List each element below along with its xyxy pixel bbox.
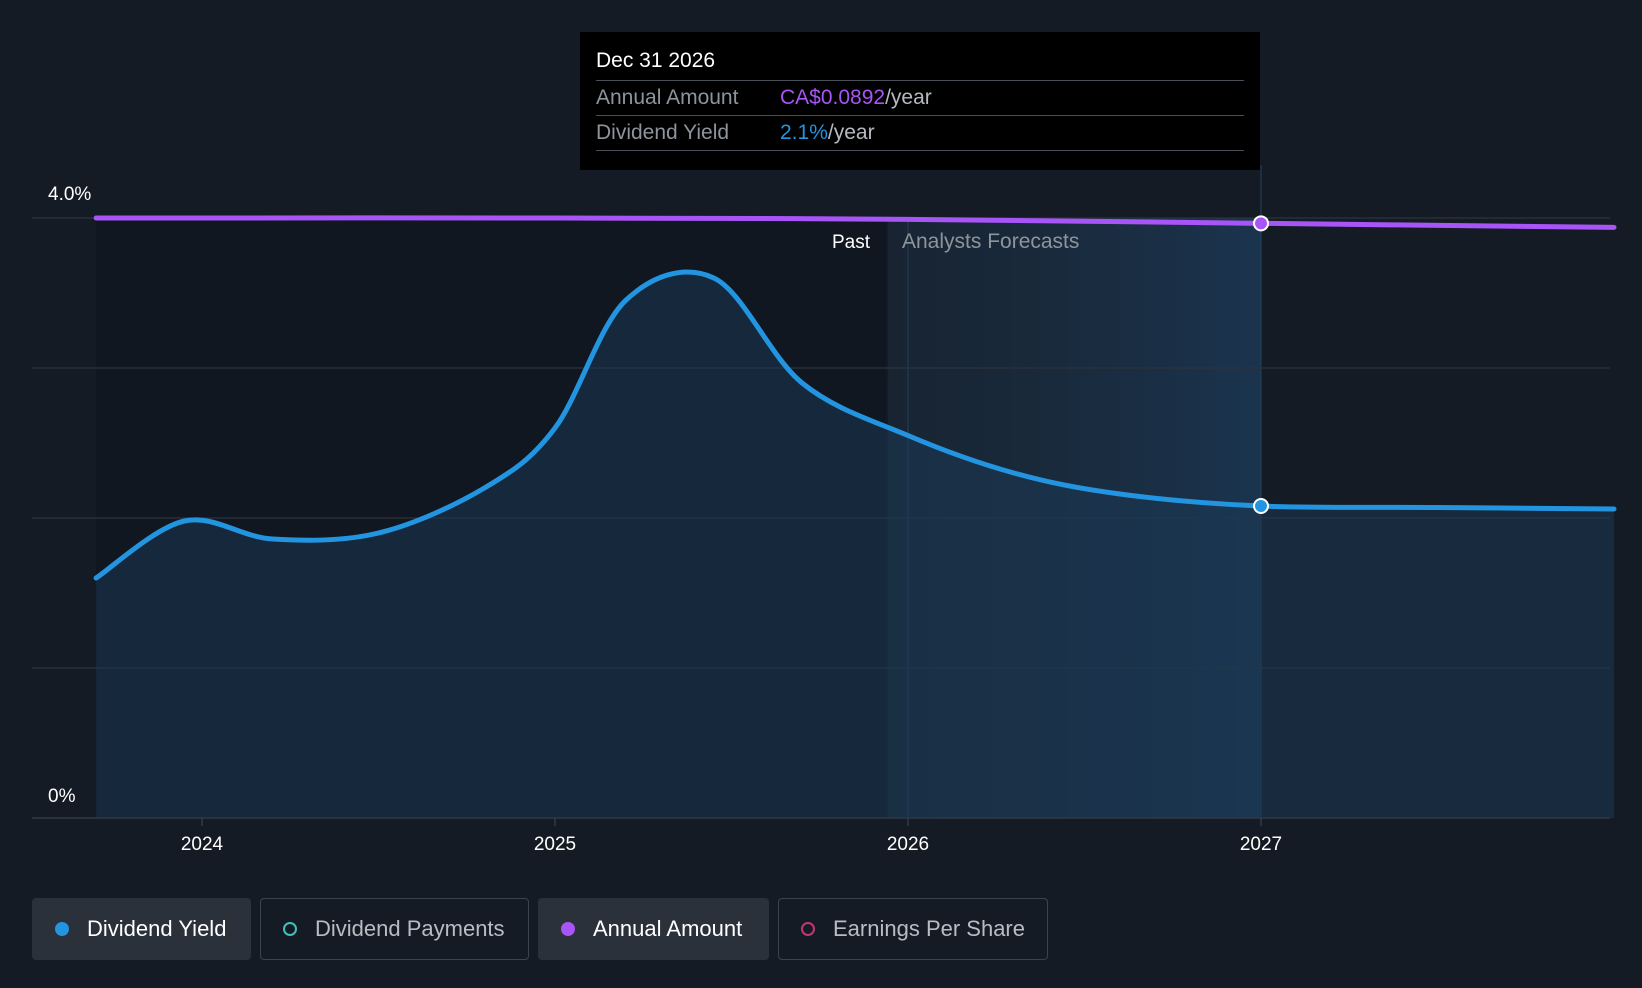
tooltip-date: Dec 31 2026	[596, 49, 716, 72]
legend-dot-icon	[561, 922, 575, 936]
legend-dividend-yield[interactable]: Dividend Yield	[32, 898, 251, 960]
tooltip-amount-value: CA$0.0892	[780, 86, 886, 109]
legend-label: Annual Amount	[593, 916, 743, 941]
dividend-yield-marker	[1253, 498, 1269, 514]
forecast-label: Analysts Forecasts	[902, 230, 1079, 253]
annual-amount-marker	[1253, 215, 1269, 232]
dividend-yield-area	[96, 272, 1615, 818]
legend-label: Dividend Yield	[87, 916, 227, 941]
tooltip-unit: /year	[885, 86, 932, 109]
annual-amount-line	[93, 215, 1617, 230]
chart-tooltip: Dec 31 2026 Annual Amount CA$0.0892 /yea…	[580, 32, 1260, 170]
x-tick-label: 2025	[534, 834, 576, 855]
y-tick-label: 0%	[48, 786, 76, 807]
tooltip-label: Dividend Yield	[596, 121, 730, 144]
tooltip-yield-value: 2.1%	[780, 121, 828, 144]
x-tick-label: 2027	[1240, 834, 1282, 855]
legend-annual-amount[interactable]: Annual Amount	[538, 898, 769, 960]
legend-label: Dividend Payments	[315, 916, 505, 941]
legend-earnings-per-share[interactable]: Earnings Per Share	[778, 898, 1048, 960]
legend-ring-icon	[801, 922, 815, 936]
legend-dot-icon	[55, 922, 69, 936]
legend-label: Earnings Per Share	[833, 916, 1025, 941]
legend-dividend-payments[interactable]: Dividend Payments	[260, 898, 529, 960]
tooltip-row-annual-amount: Annual Amount CA$0.0892 /year	[596, 80, 1244, 115]
chart-legend: Dividend Yield Dividend Payments Annual …	[32, 898, 1048, 960]
tooltip-label: Annual Amount	[596, 86, 739, 109]
tooltip-row-dividend-yield: Dividend Yield 2.1% /year	[596, 115, 1244, 151]
tooltip-unit: /year	[827, 121, 875, 144]
x-tick-label: 2024	[181, 834, 224, 855]
past-label: Past	[832, 232, 871, 253]
y-tick-label: 4.0%	[48, 184, 91, 205]
legend-ring-icon	[283, 922, 297, 936]
x-tick-label: 2026	[887, 834, 929, 855]
